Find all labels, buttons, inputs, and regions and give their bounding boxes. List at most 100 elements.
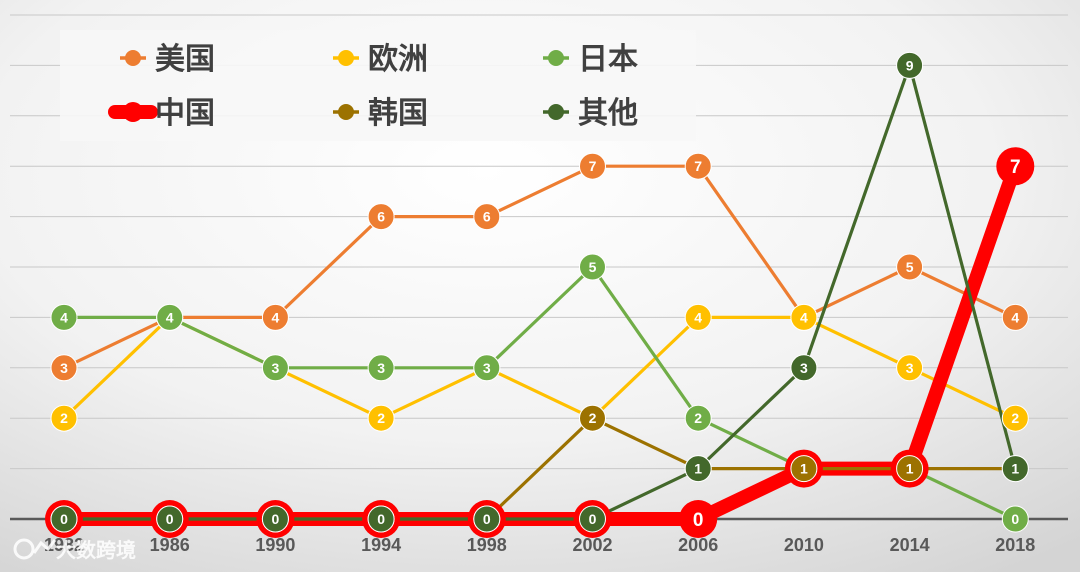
data-point-5-7 — [790, 354, 818, 382]
data-label-2-3: 3 — [377, 360, 385, 376]
data-label-5-6: 1 — [694, 461, 702, 477]
data-point-2-2 — [261, 354, 289, 382]
data-point-0-9 — [1001, 303, 1029, 331]
series-markers-0: 3 4 4 6 6 7 7 4 5 4 — [50, 152, 1029, 382]
series-polyline-5 — [62, 63, 1017, 521]
legend-background — [60, 30, 696, 141]
data-label-0-3: 6 — [377, 209, 385, 225]
legend-swatch-marker — [548, 104, 564, 120]
legend-label-4: 韩国 — [368, 96, 428, 131]
data-point-4-5 — [579, 404, 606, 432]
legend-entry-1: 欧洲 — [333, 42, 428, 77]
legend-entry-3: 中国 — [108, 96, 215, 131]
data-label-5-5: 0 — [589, 511, 597, 527]
x-tick-label-1994: 1994 — [361, 535, 401, 555]
data-label-3-6: 0 — [693, 510, 704, 531]
data-point-5-3 — [367, 505, 395, 533]
data-label-5-2: 0 — [272, 511, 280, 527]
data-point-5-0 — [50, 505, 78, 533]
data-label-1-9: 2 — [1011, 410, 1019, 426]
legend-entry-0: 美国 — [120, 42, 215, 77]
legend-entry-4: 韩国 — [333, 96, 428, 131]
x-tick-label-1990: 1990 — [255, 535, 295, 555]
data-label-2-5: 5 — [589, 259, 597, 275]
data-label-0-2: 4 — [272, 309, 280, 325]
data-point-1-7 — [790, 303, 818, 331]
data-point-1-6 — [684, 303, 712, 331]
data-label-0-4: 6 — [483, 209, 491, 225]
watermark-text: 大数跨境 — [56, 538, 136, 562]
data-label-4-8: 1 — [906, 461, 914, 477]
data-point-1-3 — [367, 404, 395, 432]
data-point-1-0 — [50, 404, 78, 432]
data-point-0-4 — [473, 203, 501, 231]
data-point-2-0 — [50, 303, 78, 331]
data-point-2-3 — [367, 354, 395, 382]
data-label-1-3: 2 — [377, 410, 385, 426]
legend-swatch-marker — [338, 104, 354, 120]
x-tick-label-2006: 2006 — [678, 535, 718, 555]
data-label-1-8: 3 — [906, 360, 914, 376]
x-axis-tick-labels: 1982 1986 1990 1994 1998 2002 2006 2010 2014 2018 — [44, 535, 1035, 555]
legend-label-1: 欧洲 — [368, 42, 428, 77]
data-point-0-6 — [684, 152, 712, 180]
data-label-2-0: 4 — [60, 309, 68, 325]
data-point-5-1 — [156, 505, 184, 533]
data-point-4-7 — [790, 455, 818, 483]
data-point-4-8 — [896, 455, 924, 483]
data-point-2-6 — [684, 404, 712, 432]
data-label-0-9: 4 — [1011, 309, 1019, 325]
data-label-4-5: 2 — [589, 410, 597, 426]
data-label-5-1: 0 — [166, 511, 174, 527]
series-polyline-0 — [62, 164, 1017, 370]
data-point-2-1 — [156, 303, 184, 331]
data-point-3-9 — [996, 147, 1035, 186]
data-label-5-9: 1 — [1011, 461, 1019, 477]
data-label-0-0: 3 — [60, 360, 68, 376]
x-tick-label-2014: 2014 — [890, 535, 930, 555]
data-point-2-4 — [473, 354, 501, 382]
data-label-5-0: 0 — [60, 511, 68, 527]
data-label-2-4: 3 — [483, 360, 491, 376]
data-label-2-6: 2 — [694, 410, 702, 426]
data-point-0-0 — [50, 354, 78, 382]
x-tick-label-2018: 2018 — [995, 535, 1035, 555]
legend-label-0: 美国 — [155, 42, 215, 77]
data-point-5-5 — [579, 505, 606, 533]
data-label-1-6: 4 — [694, 309, 702, 325]
legend-entry-2: 日本 — [543, 42, 638, 77]
data-label-5-8: 9 — [906, 57, 914, 73]
legend-entry-5: 其他 — [543, 96, 638, 131]
data-point-0-2 — [261, 303, 289, 331]
legend-swatch-marker — [338, 50, 354, 66]
data-point-5-9 — [1001, 455, 1029, 483]
data-label-1-7: 4 — [800, 309, 808, 325]
data-point-3-6 — [679, 500, 718, 538]
x-tick-label-1986: 1986 — [150, 535, 190, 555]
data-point-5-4 — [473, 505, 501, 533]
legend-swatch-marker — [123, 102, 143, 122]
series-line-0 — [62, 164, 1017, 370]
data-label-5-3: 0 — [377, 511, 385, 527]
data-label-2-9: 0 — [1011, 511, 1019, 527]
data-label-5-7: 3 — [800, 360, 808, 376]
data-point-2-5 — [579, 253, 606, 281]
series-lines — [57, 63, 1023, 526]
data-point-1-9 — [1001, 404, 1029, 432]
x-tick-label-2010: 2010 — [784, 535, 824, 555]
data-label-0-5: 7 — [589, 158, 597, 174]
data-point-1-8 — [896, 354, 924, 382]
data-label-5-4: 0 — [483, 511, 491, 527]
legend-label-2: 日本 — [578, 42, 638, 77]
data-label-0-6: 7 — [694, 158, 702, 174]
data-label-3-9: 7 — [1010, 157, 1021, 178]
dashboard-logo-icon — [13, 538, 57, 560]
data-point-2-9 — [1001, 505, 1029, 533]
data-label-0-8: 5 — [906, 259, 914, 275]
data-point-0-5 — [579, 152, 606, 180]
data-point-0-8 — [896, 253, 924, 281]
legend-label-5: 其他 — [578, 96, 638, 131]
